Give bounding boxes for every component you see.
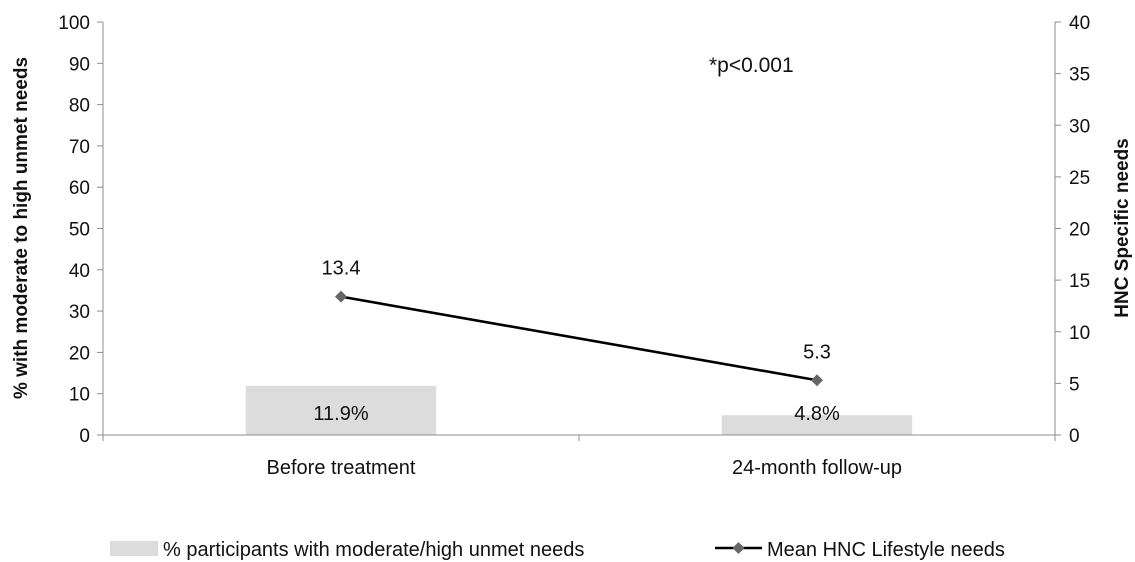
left-y-tick-label: 20 [69,343,90,364]
legend-line-label: Mean HNC Lifestyle needs [767,539,1005,561]
left-y-tick-label: 10 [69,385,90,406]
left-y-tick-label: 80 [69,96,90,117]
right-y-tick-label: 25 [1069,168,1090,189]
line-series-path [340,295,818,382]
left-y-tick-label: 30 [69,302,90,323]
right-y-tick-label: 30 [1069,116,1090,137]
right-axis-title: HNC Specific needs [1112,138,1133,318]
labels-layer: 11.9% 4.8% 13.4 5.3 [313,258,840,425]
left-y-tick-label: 60 [69,178,90,199]
bars-layer [245,385,913,435]
right-y-tick-label: 20 [1069,220,1090,241]
bar [721,415,913,435]
line-layer [335,290,823,387]
left-y-tick-label: 50 [69,220,90,241]
bar-data-label: 11.9% [313,403,368,425]
bar [245,385,437,435]
right-y-tick-label: 10 [1069,323,1090,344]
left-axis-title: % with moderate to high unmet needs [11,57,32,399]
left-y-tick-label: 0 [79,426,90,447]
right-y-tick-label: 40 [1069,13,1090,34]
line-point-marker [335,290,347,303]
x-category-label: Before treatment [267,457,416,479]
right-y-tick-label: 5 [1069,374,1080,395]
right-y-tick-label: 35 [1069,65,1090,86]
line-point-marker [811,374,823,387]
axes-layer [102,22,1056,436]
legend-bar-label: % participants with moderate/high unmet … [163,539,584,561]
legend-bar-swatch [110,541,158,556]
right-y-tick-label: 15 [1069,271,1090,292]
significance-annotation: *p<0.001 [709,54,794,77]
x-category-label: 24-month follow-up [732,457,902,479]
right-y-tick-label: 0 [1069,426,1080,447]
left-y-tick-label: 40 [69,261,90,282]
left-y-tick-label: 70 [69,137,90,158]
left-y-tick-label: 90 [69,54,90,75]
ticks-layer: 0 10 20 30 40 50 60 70 80 90 100 0 5 10 15 20 25 30 35 40 Be… [58,13,1090,479]
legend: % participants with moderate/high unmet … [110,539,1005,561]
line-data-label: 5.3 [803,341,831,363]
bar-data-label: 4.8% [794,403,840,425]
line-data-label: 13.4 [322,258,361,280]
left-y-tick-label: 100 [58,13,90,34]
legend-line-marker [732,542,745,554]
